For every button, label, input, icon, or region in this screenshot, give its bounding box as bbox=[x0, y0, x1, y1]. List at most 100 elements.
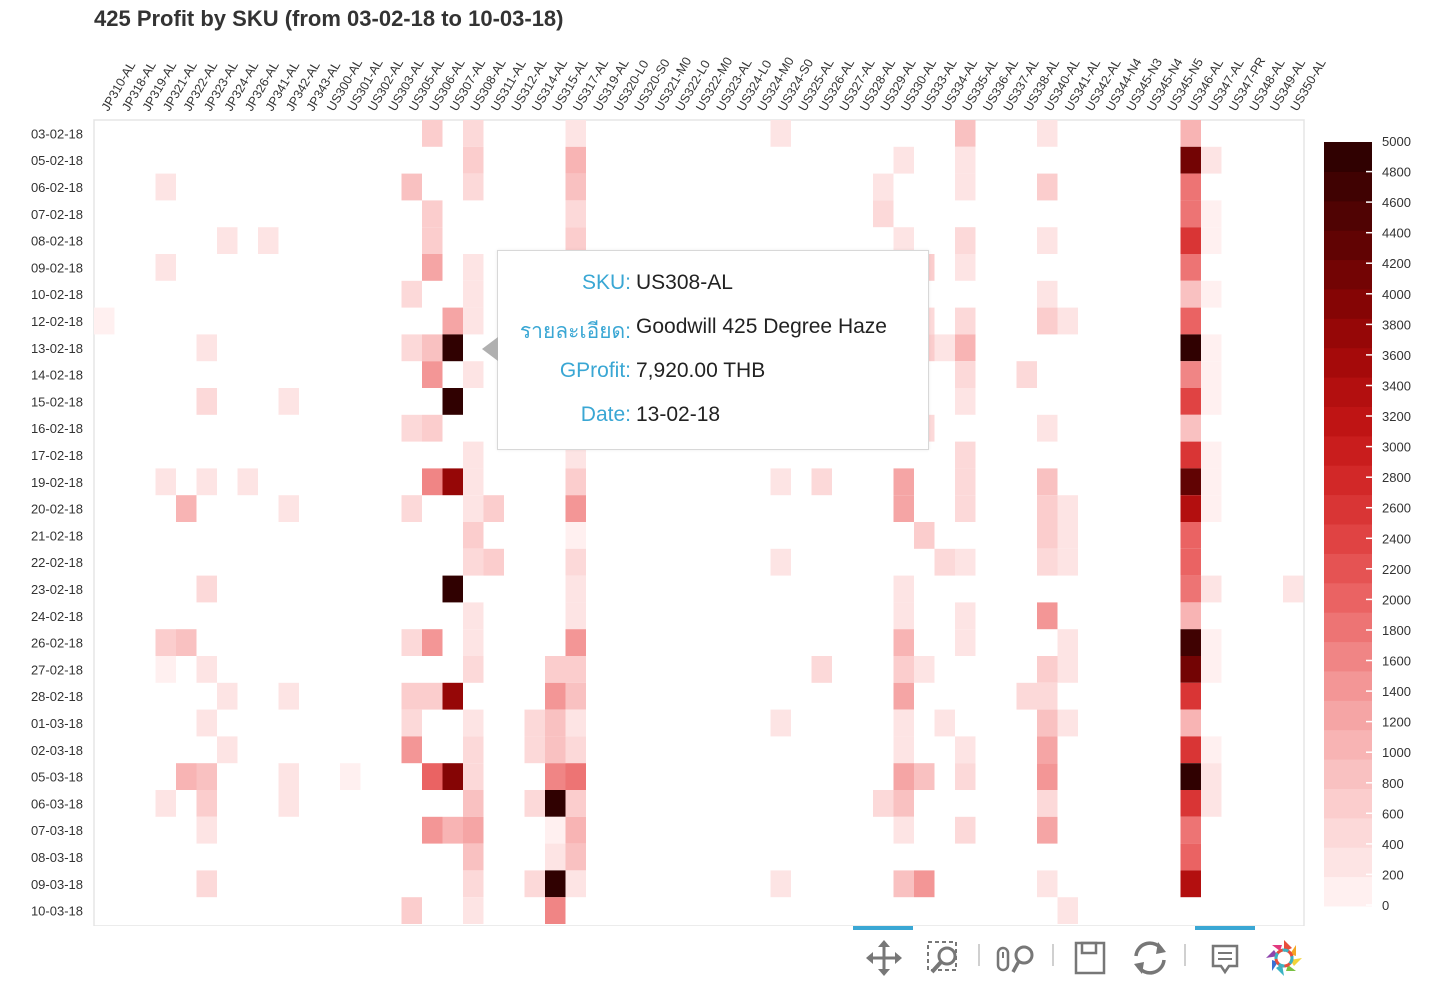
heatmap-cell[interactable] bbox=[873, 790, 894, 817]
heatmap-cell[interactable] bbox=[1037, 414, 1058, 442]
heatmap-cell[interactable] bbox=[401, 629, 423, 656]
heatmap-cell[interactable] bbox=[873, 200, 894, 228]
heatmap-cell[interactable] bbox=[442, 575, 464, 603]
heatmap-cell[interactable] bbox=[524, 870, 546, 898]
heatmap-cell[interactable] bbox=[463, 254, 484, 281]
heatmap-cell[interactable] bbox=[463, 843, 484, 871]
heatmap-cell[interactable] bbox=[1180, 334, 1202, 362]
heatmap-cell[interactable] bbox=[1201, 146, 1222, 174]
heatmap-cell[interactable] bbox=[893, 870, 915, 898]
heatmap-cell[interactable] bbox=[401, 173, 423, 201]
heatmap-cell[interactable] bbox=[934, 334, 956, 362]
heatmap-cell[interactable] bbox=[565, 548, 587, 576]
heatmap-cell[interactable] bbox=[914, 870, 935, 898]
heatmap-cell[interactable] bbox=[1016, 682, 1038, 710]
heatmap-cell[interactable] bbox=[893, 629, 915, 656]
heatmap-cell[interactable] bbox=[524, 790, 546, 817]
heatmap-cell[interactable] bbox=[955, 736, 976, 764]
heatmap-chart[interactable]: JP310-ALJP318-ALJP319-ALJP321-ALJP322-AL… bbox=[0, 0, 1448, 926]
heatmap-cell[interactable] bbox=[1180, 120, 1202, 147]
heatmap-cell[interactable] bbox=[422, 334, 443, 362]
heatmap-cell[interactable] bbox=[1180, 307, 1202, 335]
heatmap-cell[interactable] bbox=[545, 816, 566, 844]
heatmap-cell[interactable] bbox=[1037, 870, 1058, 898]
heatmap-cell[interactable] bbox=[155, 468, 177, 496]
heatmap-cell[interactable] bbox=[893, 468, 915, 496]
heatmap-cell[interactable] bbox=[463, 870, 484, 898]
heatmap-cell[interactable] bbox=[893, 790, 915, 817]
heatmap-cell[interactable] bbox=[483, 548, 505, 576]
heatmap-cell[interactable] bbox=[893, 709, 915, 737]
heatmap-cell[interactable] bbox=[1180, 280, 1202, 308]
heatmap-cell[interactable] bbox=[955, 146, 976, 174]
heatmap-cell[interactable] bbox=[955, 173, 976, 201]
heatmap-cell[interactable] bbox=[422, 361, 443, 388]
heatmap-cell[interactable] bbox=[1037, 709, 1058, 737]
heatmap-cell[interactable] bbox=[1180, 254, 1202, 281]
heatmap-cell[interactable] bbox=[422, 629, 443, 656]
heatmap-cell[interactable] bbox=[1201, 361, 1222, 388]
heatmap-cell[interactable] bbox=[442, 334, 464, 362]
heatmap-cell[interactable] bbox=[873, 173, 894, 201]
heatmap-cell[interactable] bbox=[422, 414, 443, 442]
wheel-zoom-icon[interactable] bbox=[994, 936, 1038, 980]
heatmap-cell[interactable] bbox=[401, 736, 423, 764]
heatmap-cell[interactable] bbox=[565, 227, 587, 254]
heatmap-cell[interactable] bbox=[955, 816, 976, 844]
heatmap-cell[interactable] bbox=[1037, 227, 1058, 254]
heatmap-cell[interactable] bbox=[955, 629, 976, 656]
heatmap-cell[interactable] bbox=[463, 709, 484, 737]
heatmap-cell[interactable] bbox=[955, 388, 976, 415]
heatmap-cell[interactable] bbox=[401, 897, 423, 924]
heatmap-cell[interactable] bbox=[217, 736, 238, 764]
heatmap-cell[interactable] bbox=[770, 870, 792, 898]
heatmap-cell[interactable] bbox=[196, 334, 218, 362]
heatmap-cell[interactable] bbox=[1037, 816, 1058, 844]
heatmap-cell[interactable] bbox=[565, 575, 587, 603]
heatmap-cell[interactable] bbox=[1037, 468, 1058, 496]
heatmap-cell[interactable] bbox=[1180, 441, 1202, 469]
heatmap-cell[interactable] bbox=[196, 388, 218, 415]
heatmap-cell[interactable] bbox=[1201, 575, 1222, 603]
heatmap-cell[interactable] bbox=[524, 709, 546, 737]
heatmap-cell[interactable] bbox=[155, 656, 177, 683]
heatmap-cell[interactable] bbox=[1180, 816, 1202, 844]
heatmap-cell[interactable] bbox=[955, 548, 976, 576]
heatmap-cell[interactable] bbox=[1037, 602, 1058, 630]
heatmap-cell[interactable] bbox=[278, 495, 300, 522]
heatmap-cell[interactable] bbox=[278, 790, 300, 817]
heatmap-cell[interactable] bbox=[176, 495, 197, 522]
heatmap-cell[interactable] bbox=[1057, 307, 1079, 335]
heatmap-cell[interactable] bbox=[401, 280, 423, 308]
heatmap-cell[interactable] bbox=[1037, 280, 1058, 308]
heatmap-cell[interactable] bbox=[545, 790, 566, 817]
heatmap-cell[interactable] bbox=[565, 146, 587, 174]
heatmap-cell[interactable] bbox=[442, 468, 464, 496]
heatmap-cell[interactable] bbox=[893, 816, 915, 844]
heatmap-cell[interactable] bbox=[422, 682, 443, 710]
heatmap-cell[interactable] bbox=[565, 629, 587, 656]
heatmap-cell[interactable] bbox=[340, 763, 361, 790]
heatmap-cell[interactable] bbox=[770, 468, 792, 496]
heatmap-cell[interactable] bbox=[565, 120, 587, 147]
heatmap-cell[interactable] bbox=[463, 441, 484, 469]
heatmap-cell[interactable] bbox=[196, 816, 218, 844]
heatmap-cell[interactable] bbox=[463, 897, 484, 924]
pan-icon[interactable] bbox=[862, 936, 906, 980]
heatmap-cell[interactable] bbox=[811, 656, 833, 683]
heatmap-cell[interactable] bbox=[955, 334, 976, 362]
heatmap-cell[interactable] bbox=[893, 227, 915, 254]
heatmap-cell[interactable] bbox=[196, 763, 218, 790]
heatmap-cell[interactable] bbox=[955, 227, 976, 254]
heatmap-cell[interactable] bbox=[1201, 736, 1222, 764]
heatmap-cell[interactable] bbox=[1180, 388, 1202, 415]
heatmap-cell[interactable] bbox=[545, 843, 566, 871]
heatmap-cell[interactable] bbox=[565, 468, 587, 496]
heatmap-cell[interactable] bbox=[278, 388, 300, 415]
heatmap-cell[interactable] bbox=[1180, 629, 1202, 656]
heatmap-cell[interactable] bbox=[463, 522, 484, 549]
heatmap-cell[interactable] bbox=[545, 682, 566, 710]
heatmap-cell[interactable] bbox=[893, 682, 915, 710]
heatmap-cell[interactable] bbox=[565, 790, 587, 817]
heatmap-cell[interactable] bbox=[463, 120, 484, 147]
